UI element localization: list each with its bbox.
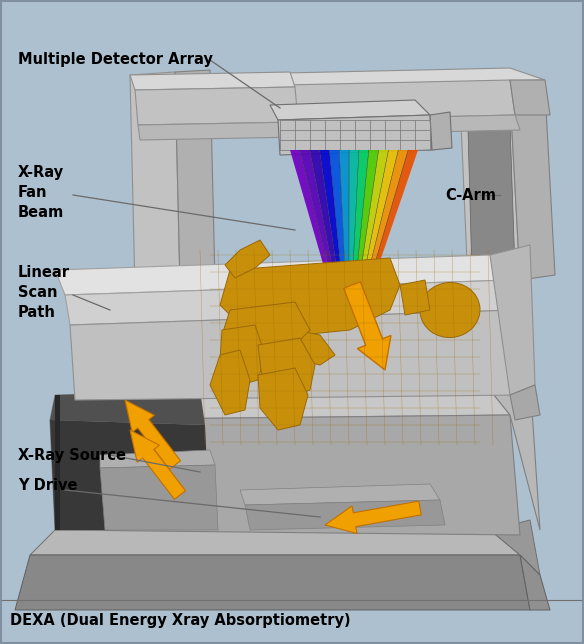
Polygon shape (30, 530, 520, 555)
Polygon shape (130, 72, 295, 90)
Text: Linear
Scan
Path: Linear Scan Path (18, 265, 70, 319)
Polygon shape (100, 450, 215, 468)
Polygon shape (356, 150, 388, 305)
Polygon shape (310, 150, 342, 305)
Polygon shape (490, 245, 535, 395)
Polygon shape (55, 255, 510, 295)
Polygon shape (50, 390, 510, 420)
Polygon shape (490, 520, 540, 575)
Polygon shape (195, 80, 515, 122)
Polygon shape (490, 380, 540, 530)
Polygon shape (200, 115, 520, 137)
Polygon shape (360, 150, 408, 305)
Polygon shape (460, 90, 545, 100)
Polygon shape (278, 115, 432, 155)
Polygon shape (222, 302, 310, 350)
Polygon shape (125, 400, 180, 469)
Polygon shape (50, 390, 205, 425)
Polygon shape (258, 338, 315, 398)
Polygon shape (510, 385, 540, 420)
Polygon shape (130, 72, 180, 290)
Polygon shape (349, 150, 359, 305)
Polygon shape (472, 270, 518, 290)
Polygon shape (460, 95, 520, 285)
Polygon shape (358, 150, 398, 305)
Text: Y Drive: Y Drive (18, 478, 78, 493)
Polygon shape (70, 310, 520, 400)
Text: DEXA (Dual Energy Xray Absorptiometry): DEXA (Dual Energy Xray Absorptiometry) (10, 612, 350, 627)
Text: Multiple Detector Array: Multiple Detector Array (18, 52, 213, 67)
Text: X-Ray Source: X-Ray Source (18, 448, 126, 463)
Polygon shape (400, 280, 430, 315)
Polygon shape (468, 125, 515, 275)
Polygon shape (300, 150, 340, 305)
Polygon shape (175, 70, 215, 285)
Polygon shape (280, 330, 335, 365)
Polygon shape (351, 150, 369, 305)
Polygon shape (339, 150, 349, 305)
Polygon shape (130, 430, 186, 499)
Polygon shape (55, 395, 60, 530)
Polygon shape (270, 100, 430, 120)
Polygon shape (290, 150, 338, 305)
Polygon shape (225, 240, 270, 278)
Polygon shape (15, 555, 530, 610)
Polygon shape (329, 150, 346, 305)
Polygon shape (520, 555, 550, 610)
Polygon shape (220, 258, 400, 335)
Polygon shape (353, 150, 378, 305)
Polygon shape (138, 122, 300, 140)
Polygon shape (195, 68, 545, 87)
Polygon shape (50, 415, 520, 535)
Polygon shape (245, 500, 445, 530)
Text: C-Arm: C-Arm (445, 187, 496, 202)
Text: X-Ray
Fan
Beam: X-Ray Fan Beam (18, 165, 64, 220)
Polygon shape (258, 368, 308, 430)
Polygon shape (210, 350, 250, 415)
Polygon shape (510, 80, 550, 115)
Polygon shape (135, 87, 298, 125)
Polygon shape (510, 90, 555, 280)
Polygon shape (100, 465, 218, 530)
Ellipse shape (420, 283, 480, 337)
Polygon shape (50, 420, 210, 530)
Polygon shape (430, 112, 452, 150)
Polygon shape (363, 150, 418, 305)
Polygon shape (240, 484, 440, 505)
Polygon shape (319, 150, 344, 305)
Polygon shape (220, 325, 265, 385)
Polygon shape (325, 501, 421, 533)
Polygon shape (343, 281, 391, 370)
Polygon shape (65, 280, 515, 325)
